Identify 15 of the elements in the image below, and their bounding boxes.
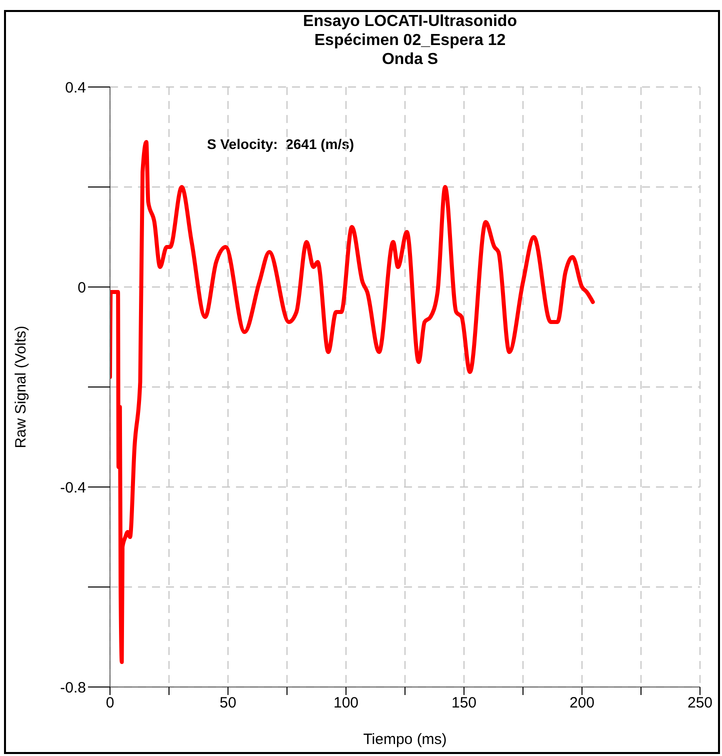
x-tick-label: 100 (333, 694, 359, 712)
y-tick-label: 0 (78, 279, 86, 296)
annotation: S Velocity: 2641 (m/s) (207, 136, 354, 152)
y-axis-title: Raw Signal (Volts) (12, 326, 30, 448)
y-tick-label: -0.4 (60, 479, 86, 496)
chart-title: Ensayo LOCATI-Ultrasonido Espécimen 02_Espera 12 Onda S (302, 12, 518, 69)
x-tick-label: 50 (220, 694, 236, 712)
x-tick-label: 250 (687, 694, 713, 712)
line-series (110, 140, 595, 664)
x-tick-label: 0 (106, 694, 114, 712)
y-tick-label: -0.8 (60, 679, 86, 696)
x-tick-label: 150 (451, 694, 477, 712)
y-tick-label: 0.4 (65, 79, 86, 96)
x-tick-label: 200 (569, 694, 595, 712)
x-axis-title: Tiempo (ms) (363, 731, 447, 748)
